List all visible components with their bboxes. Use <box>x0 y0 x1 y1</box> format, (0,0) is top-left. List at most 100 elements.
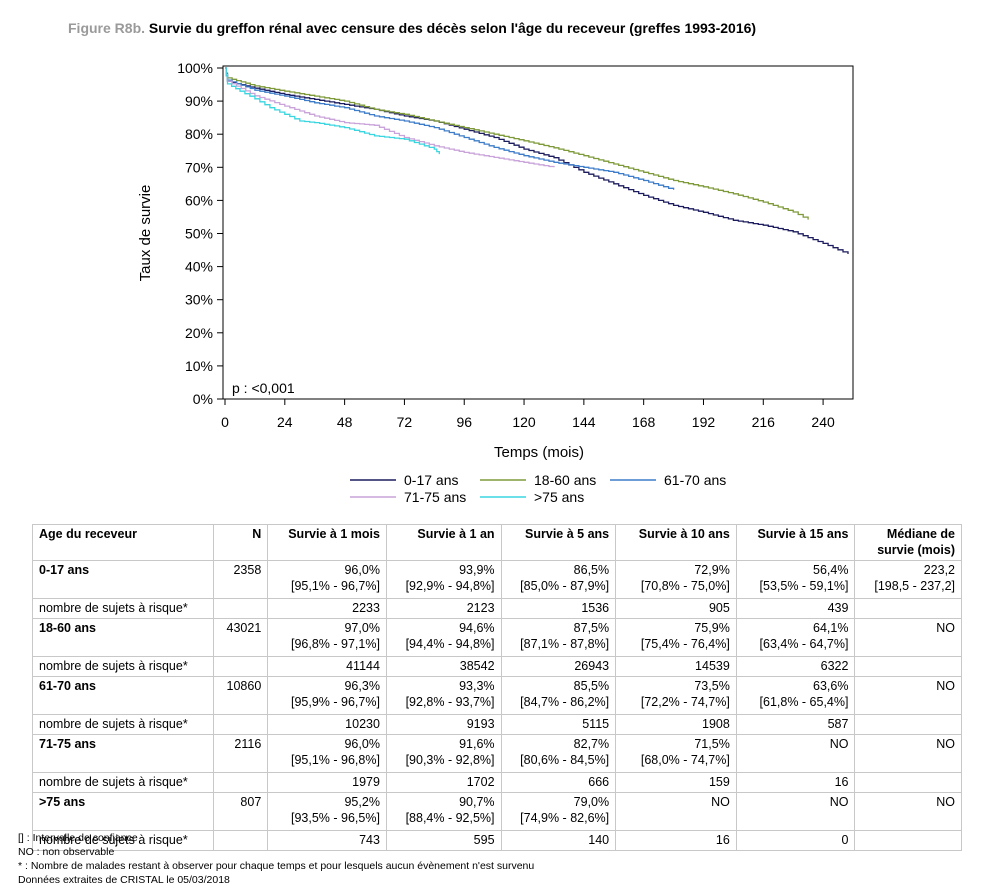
survival-cell: 72,9% [70,8% - 75,0%] <box>615 560 737 599</box>
x-tick-label: 192 <box>692 414 716 430</box>
age-group-label: 0-17 ans <box>32 560 214 599</box>
x-tick-label: 72 <box>397 414 413 430</box>
risk-cell: 2233 <box>267 598 387 619</box>
x-tick-label: 48 <box>337 414 353 430</box>
survival-cell: 97,0% [96,8% - 97,1%] <box>267 618 387 657</box>
empty-cell <box>854 656 962 677</box>
survival-cell: 75,9% [75,4% - 76,4%] <box>615 618 737 657</box>
survival-cell: 87,5% [87,1% - 87,8%] <box>500 618 617 657</box>
plot-frame <box>222 65 854 400</box>
risk-label: nombre de sujets à risque* <box>32 830 214 851</box>
risk-cell: 743 <box>267 830 387 851</box>
series-line-4 <box>225 67 555 168</box>
survival-cell: 93,9% [92,9% - 94,8%] <box>385 560 502 599</box>
y-tick-label: 60% <box>185 192 213 208</box>
y-tick-label: 50% <box>185 226 213 242</box>
x-axis-label: Temps (mois) <box>494 444 584 461</box>
risk-cell: 9193 <box>385 714 502 735</box>
table-row: >75 ans 807 95,2% [93,5% - 96,5%] 90,7% [88,4… <box>32 792 962 831</box>
risk-cell: 439 <box>735 598 856 619</box>
y-axis-label: Taux de survie <box>137 185 154 282</box>
table-header-cell: Médiane de survie (mois) <box>854 524 962 561</box>
table-row: 18-60 ans 43021 97,0% [96,8% - 97,1%] 94,6%[… <box>32 618 962 657</box>
risk-label: nombre de sujets à risque* <box>32 714 214 735</box>
risk-cell: 587 <box>735 714 856 735</box>
survival-cell: NO <box>854 618 962 657</box>
y-tick-label: 40% <box>185 259 213 275</box>
n-cell: 43021 <box>212 618 269 657</box>
risk-cell: 1702 <box>385 772 502 793</box>
risk-label: nombre de sujets à risque* <box>32 772 214 793</box>
footnote-line: * : Nombre de malades restant à observer… <box>18 860 535 872</box>
y-tick-label: 100% <box>177 60 213 76</box>
empty-cell <box>854 714 962 735</box>
figure-label: Figure R8b. <box>68 20 146 36</box>
survival-cell: NO <box>854 734 962 773</box>
risk-cell: 140 <box>500 830 617 851</box>
survival-cell: 73,5% [72,2% - 74,7%] <box>615 676 737 715</box>
survival-cell: 96,3% [95,9% - 96,7%] <box>267 676 387 715</box>
y-tick-label: 0% <box>193 391 213 407</box>
legend-label-2: 18-60 ans <box>534 472 596 488</box>
age-group-label: >75 ans <box>32 792 214 831</box>
risk-cell: 26943 <box>500 656 617 677</box>
survival-cell: 85,5% [84,7% - 86,2%] <box>500 676 617 715</box>
survival-chart: 0 24 48 72 96 120 144 168 192 216 240 0% 10% 20% 30% 40… <box>137 60 854 505</box>
empty-cell <box>212 714 269 735</box>
risk-row: nombre de sujets à risque* 41144 38542 2694… <box>32 656 962 677</box>
survival-cell: NO <box>854 676 962 715</box>
table-header-cell: Age du receveur <box>32 524 214 561</box>
risk-cell: 666 <box>500 772 617 793</box>
p-value-annotation: p : <0,001 <box>232 380 295 396</box>
survival-cell: 93,3% [92,8% - 93,7%] <box>385 676 502 715</box>
footnote-line: [] : Intervalle de confiance <box>18 832 138 844</box>
x-tick-label: 216 <box>752 414 776 430</box>
y-tick-label: 80% <box>185 126 213 142</box>
risk-cell: 0 <box>735 830 856 851</box>
legend-label-4: 71-75 ans <box>404 489 466 505</box>
legend-label-1: 0-17 ans <box>404 472 458 488</box>
footnote-line: NO : non observable <box>18 846 115 858</box>
age-group-label: 61-70 ans <box>32 676 214 715</box>
x-tick-label: 24 <box>277 414 293 430</box>
age-group-label: 18-60 ans <box>32 618 214 657</box>
risk-cell: 10230 <box>267 714 387 735</box>
table-header-cell: N <box>212 524 269 561</box>
survival-cell: 82,7% [80,6% - 84,5%] <box>500 734 617 773</box>
empty-cell <box>854 830 962 851</box>
risk-cell: 6322 <box>735 656 856 677</box>
figure-title-text: Survie du greffon rénal avec censure des… <box>148 20 757 36</box>
x-tick-label: 144 <box>572 414 596 430</box>
risk-cell: 1908 <box>615 714 737 735</box>
table-header-cell: Survie à 15 ans <box>735 524 856 561</box>
age-group-label: 71-75 ans <box>32 734 214 773</box>
series-line-3 <box>225 67 675 190</box>
n-cell: 2358 <box>212 560 269 599</box>
risk-cell: 1979 <box>267 772 387 793</box>
risk-label: nombre de sujets à risque* <box>32 598 214 619</box>
risk-cell: 16 <box>615 830 737 851</box>
x-tick-label: 0 <box>221 414 229 430</box>
risk-cell: 14539 <box>615 656 737 677</box>
empty-cell <box>854 598 962 619</box>
survival-cell: NO <box>615 792 737 831</box>
table-header-cell: Survie à 10 ans <box>615 524 737 561</box>
survival-cell: NO <box>735 734 856 773</box>
footnotes: [] : Intervalle de confiance NO : non obs… <box>18 831 534 887</box>
table-row: 71-75 ans 2116 96,0% [95,1% - 96,8%] 91,6% [9… <box>32 734 962 773</box>
survival-cell: 90,7% [88,4% - 92,5%] <box>385 792 502 831</box>
risk-cell: 1536 <box>500 598 617 619</box>
series-line-5 <box>225 67 440 155</box>
survival-cell: 86,5% [85,0% - 87,9%] <box>500 560 617 599</box>
series-line-2 <box>225 67 809 220</box>
survival-cell: NO <box>854 792 962 831</box>
x-tick-label: 240 <box>811 414 835 430</box>
risk-label: nombre de sujets à risque* <box>32 656 214 677</box>
survival-cell: 64,1% [63,4% - 64,7%] <box>735 618 856 657</box>
survival-cell: 96,0% [95,1% - 96,8%] <box>267 734 387 773</box>
risk-cell: 5115 <box>500 714 617 735</box>
risk-cell: 38542 <box>385 656 502 677</box>
n-cell: 2116 <box>212 734 269 773</box>
survival-cell: 223,2 [198,5 - 237,2] <box>854 560 962 599</box>
risk-cell: 595 <box>385 830 502 851</box>
